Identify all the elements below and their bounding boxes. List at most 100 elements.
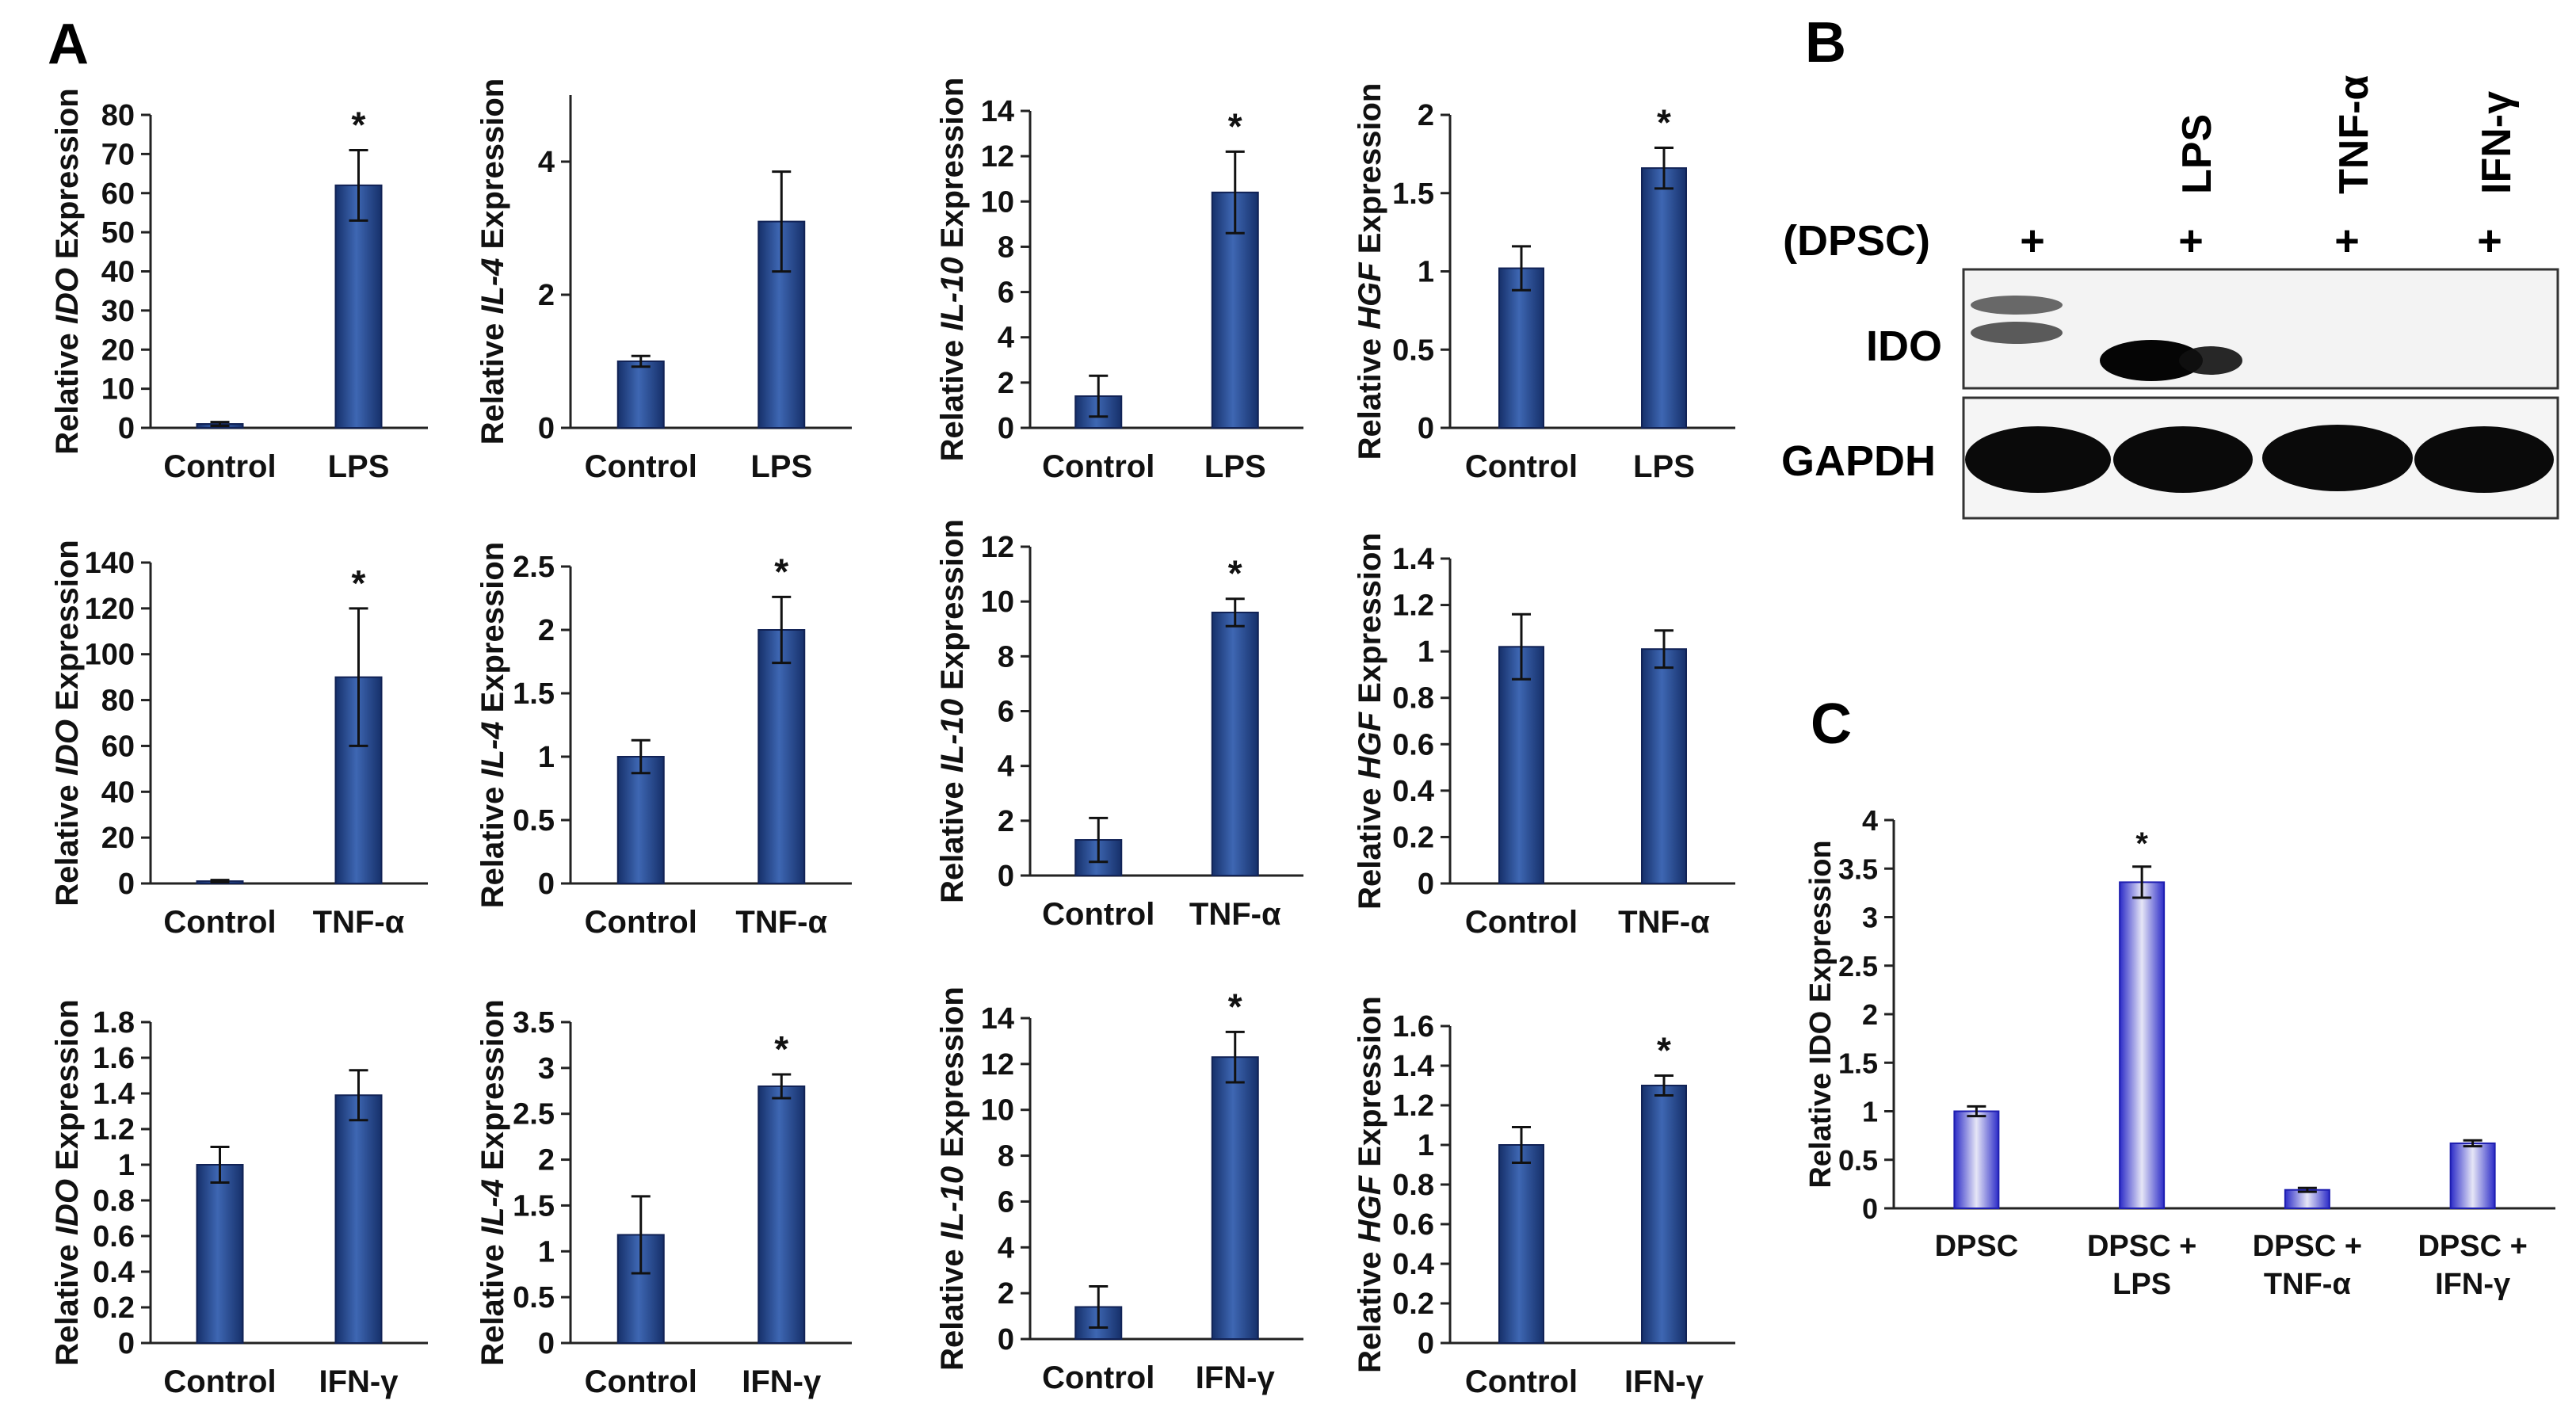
plus-lane-3: + [2334, 217, 2360, 265]
y-tick-label: 12 [981, 1048, 1014, 1082]
y-axis-label: Relative HGF Expression [1353, 83, 1387, 460]
significance-star: * [1657, 101, 1671, 143]
panel-label-c: C [1811, 693, 1852, 756]
x-tick-label: TNF-α [1189, 897, 1281, 932]
y-tick-label: 1.2 [1392, 1089, 1434, 1123]
y-tick-label: 2 [1418, 99, 1434, 132]
blot-row-label-gapdh: GAPDH [1781, 437, 1936, 485]
y-tick-label: 140 [85, 547, 135, 580]
y-tick-label: 0.4 [93, 1256, 135, 1289]
y-tick-label: 3 [538, 1052, 555, 1086]
y-axis-label: Relative IDO Expression [50, 999, 85, 1365]
y-axis-label: Relative IDO Expression [50, 540, 85, 906]
x-tick-label: DPSC + [2253, 1230, 2362, 1263]
y-tick-label: 60 [101, 177, 135, 211]
y-tick-label: 0 [538, 1327, 555, 1360]
plus-lane-4: + [2477, 217, 2502, 265]
x-tick-label: Control [1042, 449, 1154, 484]
x-tick-label: IFN-γ [1196, 1360, 1276, 1395]
y-tick-label: 4 [538, 146, 555, 179]
y-tick-label: 70 [101, 138, 135, 171]
y-tick-label: 1.5 [1838, 1047, 1878, 1079]
y-tick-label: 2.5 [513, 551, 555, 584]
significance-star: * [1657, 1030, 1671, 1071]
bar [334, 184, 383, 429]
bar [2449, 1142, 2496, 1210]
bar [758, 629, 806, 884]
y-tick-label: 3 [1862, 902, 1878, 934]
y-tick-label: 0.2 [93, 1292, 135, 1325]
blot-row-label-ido: IDO [1866, 322, 1942, 370]
panel-label-a: A [48, 13, 89, 76]
chart-il10-ifng: 0 2 4 6 8 10 12 14 Relative IL-10 Expression Cont… [935, 986, 1303, 1395]
x-tick-label: IFN-γ [1624, 1364, 1704, 1399]
x-tick-label: DPSC [1935, 1230, 2019, 1263]
x-tick-label: Control [585, 905, 697, 940]
y-tick-label: 0 [1862, 1192, 1878, 1225]
y-tick-label: 0 [998, 1323, 1014, 1356]
bar [1641, 648, 1687, 884]
chart-il4-lps: 0 2 4 Relative IL-4 Expression Control LPS [475, 78, 852, 484]
chart-il10-tnfa: 0 2 4 6 8 10 12 Relative IL-10 Expression Contro… [935, 519, 1303, 932]
significance-star: * [774, 551, 788, 592]
y-tick-label: 0.5 [513, 1281, 555, 1314]
blot-ido-band-dpsc-lower [1971, 322, 2063, 344]
y-tick-label: 10 [981, 185, 1014, 219]
bar [2119, 881, 2166, 1210]
blot-gapdh-band-3 [2262, 425, 2413, 491]
y-axis-label: Relative IL-4 Expression [475, 999, 510, 1365]
blot-ido-band-lps [2100, 340, 2203, 381]
y-tick-label: 2 [1862, 998, 1878, 1031]
y-tick-label: 0.2 [1392, 1288, 1434, 1321]
y-tick-label: 0 [118, 1327, 135, 1360]
lane-label-tnfa: TNF-α [2331, 75, 2377, 194]
y-axis-label: Relative IL-10 Expression [935, 78, 970, 462]
bar [616, 756, 665, 884]
y-tick-label: 0 [538, 868, 555, 901]
y-tick-label: 40 [101, 776, 135, 809]
y-tick-label: 100 [85, 639, 135, 672]
y-tick-label: 3.5 [1838, 853, 1878, 885]
y-tick-label: 0.8 [1392, 682, 1434, 715]
x-tick-label: TNF-α [2264, 1268, 2351, 1301]
lane-label-lps: LPS [2174, 114, 2220, 194]
x-tick-label: Control [1042, 1360, 1154, 1395]
x-tick-label: Control [585, 1364, 697, 1399]
y-tick-label: 4 [998, 750, 1014, 784]
x-tick-label: IFN-γ [742, 1364, 822, 1399]
x-tick-label: Control [163, 905, 276, 940]
y-tick-label: 6 [998, 696, 1014, 729]
y-tick-label: 1 [1418, 635, 1434, 669]
y-tick-label: 1.5 [513, 677, 555, 711]
y-tick-label: 30 [101, 295, 135, 328]
bar [334, 1094, 383, 1344]
y-tick-label: 120 [85, 593, 135, 626]
y-tick-label: 0.2 [1392, 821, 1434, 854]
significance-star: * [774, 1028, 788, 1070]
y-tick-label: 2 [538, 1144, 555, 1177]
y-tick-label: 0.6 [93, 1220, 135, 1253]
y-tick-label: 2 [998, 1277, 1014, 1311]
y-tick-label: 0 [1418, 1327, 1434, 1360]
significance-star: * [352, 104, 366, 145]
x-tick-label: IFN-γ [2435, 1268, 2510, 1301]
bar [1641, 167, 1687, 429]
bar [1211, 612, 1259, 876]
y-tick-label: 1 [1418, 1129, 1434, 1162]
x-tick-label: LPS [2112, 1268, 2171, 1301]
y-tick-label: 8 [998, 1140, 1014, 1173]
x-tick-label: Control [1465, 905, 1578, 940]
y-tick-label: 0.8 [1392, 1169, 1434, 1202]
bar [1211, 1056, 1259, 1341]
bar [616, 361, 665, 429]
y-tick-label: 2 [998, 805, 1014, 838]
y-tick-label: 0.5 [513, 804, 555, 838]
y-tick-label: 1.2 [1392, 589, 1434, 623]
x-tick-label: DPSC + [2418, 1230, 2527, 1263]
y-tick-label: 1.5 [1392, 177, 1434, 211]
